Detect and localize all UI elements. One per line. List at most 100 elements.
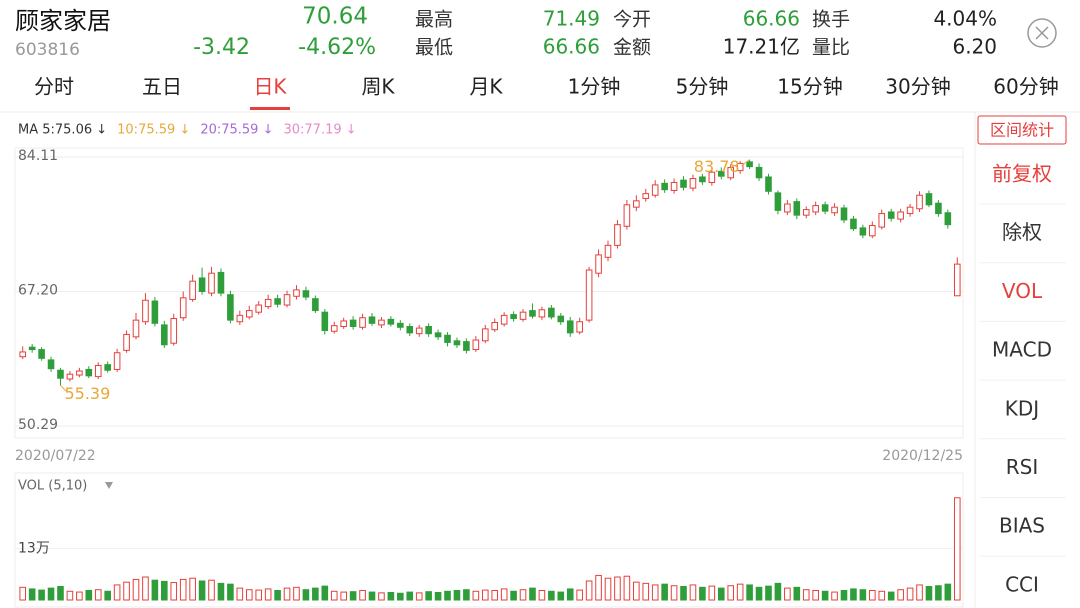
volume-bar — [944, 583, 952, 601]
volume-bar — [397, 592, 404, 601]
indicator-option[interactable]: MACD — [992, 338, 1052, 362]
candle-body — [283, 294, 291, 306]
volume-bar — [500, 588, 508, 601]
volume-bar — [142, 576, 149, 601]
candle-body — [387, 318, 395, 325]
volume-bar — [680, 586, 687, 601]
volume-bar — [349, 591, 357, 601]
indicator-option[interactable]: BIAS — [999, 514, 1045, 538]
candle-body — [142, 299, 149, 323]
close-button[interactable] — [1027, 18, 1057, 48]
volume-bar — [19, 586, 27, 601]
volume-bar — [387, 591, 395, 601]
volume-bar — [878, 590, 886, 601]
candle-body — [887, 211, 895, 219]
candle-body — [529, 310, 536, 317]
volume-bar — [689, 584, 697, 601]
tab[interactable]: 日K — [253, 75, 287, 99]
volume-bar — [472, 590, 480, 601]
candle-body — [595, 254, 602, 274]
indicator-option[interactable]: VOL — [1002, 279, 1043, 303]
candle-body — [755, 166, 763, 179]
range-stats-button[interactable] — [977, 115, 1067, 145]
volume-bar — [415, 592, 423, 601]
tab[interactable]: 30分钟 — [885, 75, 950, 99]
volume-bar — [123, 581, 130, 601]
candle-body — [189, 280, 196, 300]
candle-body — [161, 324, 168, 346]
ma-legend: 10:75.59 ↓ — [117, 123, 190, 138]
candle-body — [897, 211, 904, 220]
candle-body — [132, 319, 140, 338]
tab[interactable]: 月K — [469, 75, 503, 99]
candle-body — [925, 193, 933, 206]
volume-bar — [113, 584, 121, 601]
volume-bar — [217, 582, 225, 601]
volume-bar — [746, 584, 753, 601]
volume-bar — [481, 589, 489, 601]
candle-body — [906, 206, 914, 215]
indicator-option[interactable]: KDJ — [1005, 396, 1039, 420]
volume-bar — [245, 589, 253, 601]
volume-bar — [151, 579, 159, 601]
ma-legend: 30:77.19 ↓ — [283, 123, 356, 138]
candle-body — [812, 205, 819, 213]
y-tick-label: 84.11 — [18, 148, 58, 164]
volume-bar — [793, 586, 801, 601]
candle-body — [255, 304, 263, 313]
volume-bar — [614, 576, 621, 601]
candle-body — [170, 318, 178, 344]
candle-body — [19, 351, 27, 358]
indicator-option[interactable]: 前复权 — [992, 162, 1052, 186]
volume-bar — [368, 591, 376, 601]
candle-body — [859, 227, 867, 236]
volume-bar — [529, 587, 536, 601]
tab[interactable]: 1分钟 — [568, 75, 621, 99]
tab-underline — [250, 107, 290, 110]
tab[interactable]: 分时 — [34, 75, 74, 99]
volume-bar — [699, 586, 706, 601]
y-tick-label: 13万 — [18, 541, 50, 557]
volume-bar — [453, 589, 461, 601]
indicator-option[interactable]: CCI — [1005, 572, 1039, 596]
volume-bar — [566, 588, 574, 601]
volume-bar — [548, 590, 555, 601]
tab[interactable]: 15分钟 — [777, 75, 842, 99]
candle-body — [765, 176, 772, 192]
candle-body — [576, 321, 583, 333]
candle-body — [821, 204, 829, 212]
tab[interactable]: 60分钟 — [993, 75, 1058, 99]
tab[interactable]: 周K — [361, 75, 395, 99]
dropdown-icon[interactable] — [105, 482, 113, 489]
candle-body — [642, 193, 650, 199]
stat-label: 最高 — [415, 9, 453, 31]
range-stats-label[interactable]: 区间统计 — [990, 121, 1054, 140]
candle-body — [368, 316, 376, 324]
volume-bar — [227, 583, 234, 601]
volume-bar — [802, 589, 810, 601]
candle-body — [802, 209, 810, 216]
candle-body — [208, 272, 215, 294]
indicator-option[interactable]: RSI — [1006, 455, 1039, 479]
volume-bar — [76, 591, 83, 601]
volume-bar — [821, 590, 829, 601]
candle-body — [604, 244, 612, 258]
y-tick-label: 50.29 — [18, 417, 58, 433]
volume-bar — [198, 580, 206, 601]
price-panel — [14, 147, 964, 439]
candle-body — [953, 263, 961, 297]
candle-body — [717, 170, 725, 177]
volume-bar — [38, 589, 45, 601]
candle-body — [840, 207, 848, 221]
candle-body — [302, 290, 310, 298]
candle-body — [434, 332, 442, 338]
candle-body — [359, 317, 366, 328]
indicator-option[interactable]: 除权 — [1002, 220, 1042, 244]
candle-body — [406, 325, 414, 334]
tab[interactable]: 五日 — [142, 75, 182, 99]
candle-body — [548, 307, 555, 318]
candle-body — [736, 162, 744, 172]
tab[interactable]: 5分钟 — [676, 75, 729, 99]
stat-label: 最低 — [415, 37, 453, 59]
volume-bar — [623, 575, 631, 601]
